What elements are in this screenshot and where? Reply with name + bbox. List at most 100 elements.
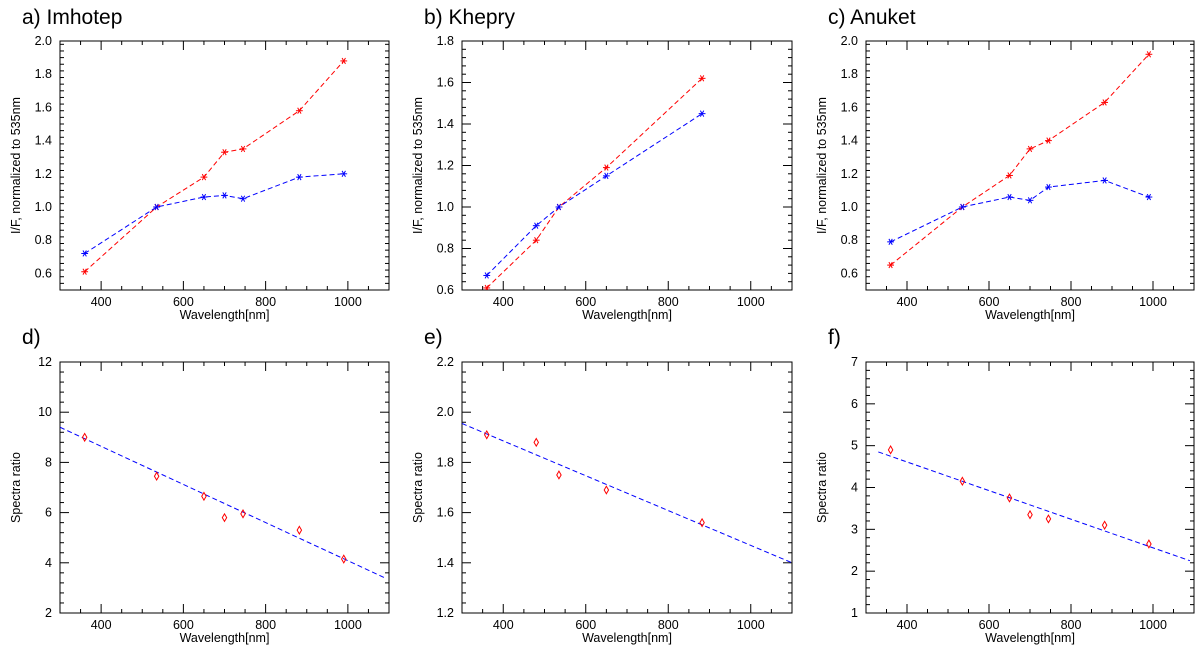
series-blue-point (1145, 193, 1153, 201)
series-red-point (1045, 137, 1052, 144)
series-blue-point (1026, 197, 1034, 204)
y-tick-label: 1.8 (35, 67, 52, 81)
series-blue-point (81, 250, 89, 257)
x-tick-label: 400 (493, 618, 514, 632)
y-tick-label: 1.2 (437, 159, 454, 173)
series-red-point-d (604, 164, 609, 171)
panel-f-data (878, 445, 1191, 562)
series-blue-point (1006, 193, 1013, 201)
series-blue-point-d (297, 173, 302, 181)
ratio-point (221, 512, 228, 523)
series-blue-line (486, 113, 703, 276)
y-tick-label: 1.8 (841, 67, 858, 81)
ratio-point (1146, 539, 1152, 549)
y-tick-label: 1.4 (841, 134, 858, 148)
series-red-point (221, 149, 228, 156)
series-red-point-d (201, 173, 207, 181)
series-blue-point (340, 170, 348, 177)
y-tick-label: 0.6 (437, 283, 454, 297)
series-red-point-d (1027, 145, 1033, 153)
panel-e-frame (461, 361, 793, 614)
series-blue-point (698, 110, 706, 117)
series-blue-point (1045, 183, 1052, 191)
ratio-point (959, 476, 966, 487)
ratio-point (240, 509, 246, 519)
y-tick-label: 2 (45, 606, 52, 620)
y-axis-title: Spectra ratio (9, 452, 23, 523)
ratio-point (1027, 509, 1033, 520)
series-blue-point-d (154, 203, 159, 211)
fit-line (462, 423, 792, 564)
y-tick-label: 1.4 (437, 556, 454, 570)
series-blue-point-d (1146, 193, 1152, 201)
series-blue-line (84, 173, 344, 254)
panel-e-title: e) (424, 326, 443, 349)
y-tick-label: 1.2 (35, 167, 52, 181)
x-tick-label: 400 (91, 295, 112, 309)
series-blue-point-d (240, 195, 246, 202)
y-tick-label: 6 (851, 397, 858, 411)
ratio-point (483, 429, 490, 440)
fit-line (878, 451, 1191, 562)
y-tick-label: 1.0 (437, 200, 454, 214)
ratio-point (153, 471, 160, 482)
panel-a-frame (59, 40, 390, 291)
series-blue-point-d (82, 250, 87, 257)
series-blue-point (295, 173, 303, 181)
y-axis-title: I/F, normalized to 535nm (411, 97, 425, 234)
y-axis-title: I/F, normalized to 535nm (815, 97, 829, 234)
series-blue-point (555, 203, 563, 211)
ratio-point (201, 491, 207, 502)
series-red-point (81, 268, 89, 275)
panel-a-title: a) Imhotep (22, 6, 122, 29)
series-red-point (200, 173, 208, 181)
y-tick-label: 0.8 (35, 233, 52, 247)
x-tick-label: 800 (255, 618, 276, 632)
y-tick-label: 0.8 (437, 242, 454, 256)
series-red-point (1101, 99, 1109, 106)
series-red-point-d (297, 107, 302, 114)
x-axis-title: Wavelength[nm] (985, 631, 1075, 645)
panel-c-frame (865, 40, 1195, 291)
series-red-point (1006, 172, 1013, 179)
panel-c-title: c) Anuket (828, 6, 916, 29)
panel-d: d) 400 600 800 1000 2 4 6 8 10 12 Wavelength[nm] Spe… (9, 326, 390, 645)
panel-f-title: f) (828, 326, 841, 349)
series-blue-point (153, 203, 161, 211)
y-tick-label: 1.0 (841, 200, 858, 214)
y-tick-label: 1.6 (437, 506, 454, 520)
ratio-point (887, 445, 894, 455)
y-tick-label: 1 (851, 606, 858, 620)
x-axis-title: Wavelength[nm] (985, 308, 1075, 322)
x-tick-label: 800 (1061, 295, 1082, 309)
x-tick-label: 600 (575, 295, 596, 309)
y-tick-label: 5 (851, 439, 858, 453)
x-tick-label: 600 (173, 295, 194, 309)
series-blue-point-d (604, 172, 609, 180)
series-red-point-d (534, 237, 539, 244)
series-blue-point-d (201, 193, 207, 201)
y-axis-title: Spectra ratio (815, 452, 829, 523)
y-axis-title: Spectra ratio (411, 452, 425, 523)
series-blue-point-d (484, 272, 489, 279)
panel-e: e) 400 600 800 1000 1.2 1.4 1.6 1.8 2.0 2.2 Wavelen… (411, 326, 793, 645)
y-tick-label: 2.0 (841, 34, 858, 48)
panel-f-frame (865, 361, 1195, 614)
series-blue-point-d (1102, 177, 1107, 184)
series-red-point (239, 145, 247, 153)
ratio-point (296, 525, 303, 535)
panel-c: c) Anuket 400 600 800 1000 0.6 0.8 1.0 1.2 1.4 1.6… (815, 6, 1195, 322)
ratio-point (1101, 520, 1108, 530)
y-tick-label: 1.6 (35, 100, 52, 114)
x-tick-label: 800 (1061, 618, 1082, 632)
series-red-point (483, 284, 491, 290)
series-blue-point-d (888, 238, 893, 246)
x-tick-label: 600 (575, 618, 596, 632)
panel-b-title: b) Khepry (424, 6, 516, 29)
panel-d-title: d) (22, 326, 41, 349)
x-tick-label: 1000 (1139, 618, 1167, 632)
x-axis-title: Wavelength[nm] (582, 308, 672, 322)
x-tick-label: 600 (979, 618, 1000, 632)
y-tick-label: 2.2 (437, 355, 454, 369)
